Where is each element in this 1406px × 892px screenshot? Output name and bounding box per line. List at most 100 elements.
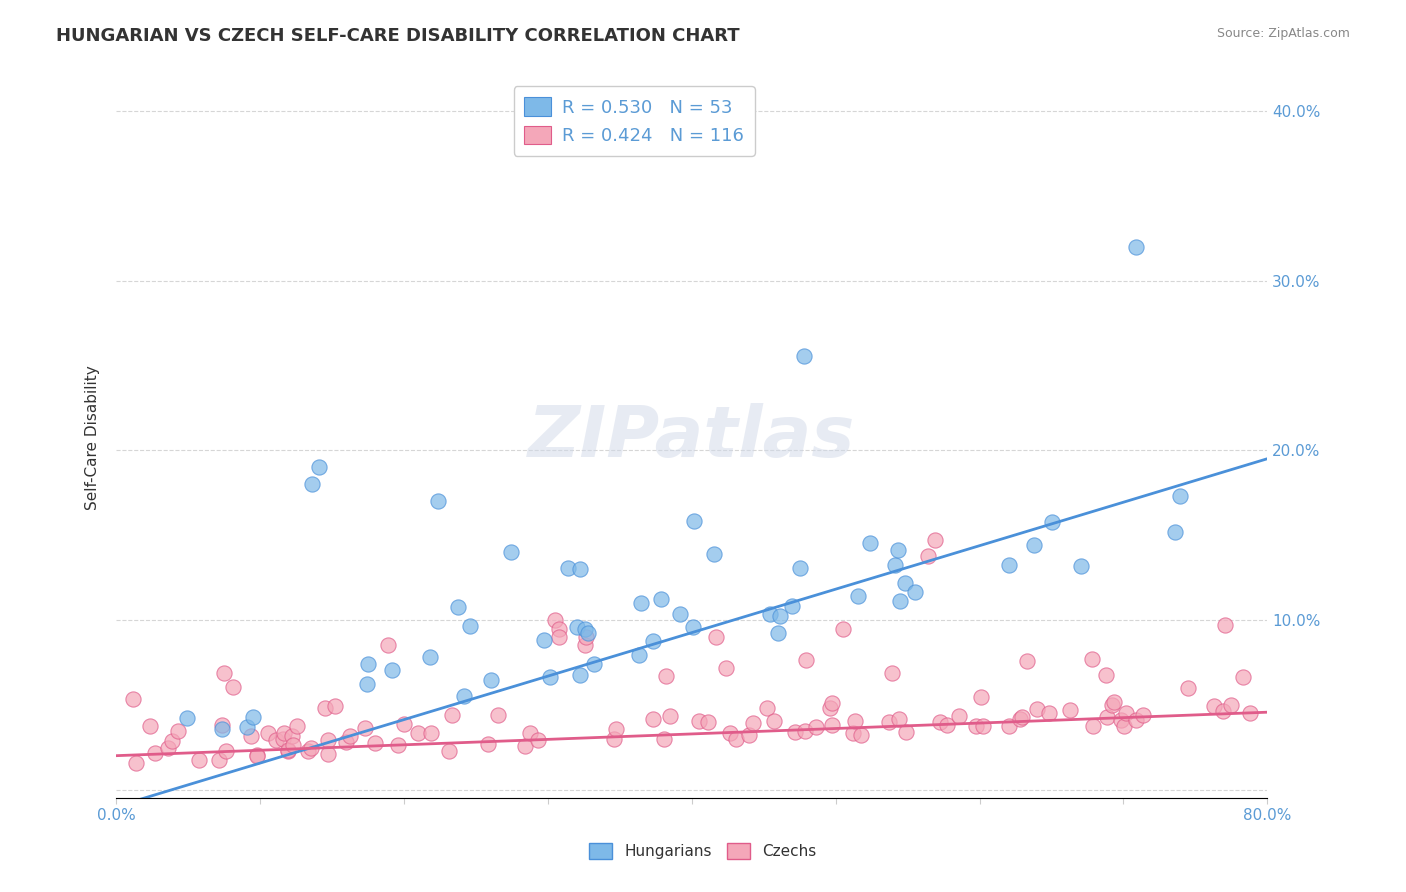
Point bbox=[929, 715, 952, 730]
Point bbox=[1059, 703, 1081, 717]
Point bbox=[972, 719, 994, 733]
Point bbox=[894, 575, 917, 590]
Point bbox=[297, 744, 319, 758]
Point bbox=[264, 733, 287, 747]
Point bbox=[883, 558, 905, 572]
Point bbox=[280, 730, 302, 744]
Point bbox=[1109, 713, 1132, 727]
Point bbox=[794, 724, 817, 739]
Point bbox=[257, 726, 280, 740]
Point bbox=[477, 737, 499, 751]
Point bbox=[356, 677, 378, 691]
Point bbox=[924, 533, 946, 547]
Point bbox=[605, 723, 627, 737]
Point bbox=[335, 734, 357, 748]
Point bbox=[211, 718, 233, 732]
Point bbox=[357, 657, 380, 671]
Point bbox=[641, 712, 664, 726]
Point bbox=[208, 753, 231, 767]
Point bbox=[440, 708, 463, 723]
Point bbox=[339, 730, 361, 744]
Point bbox=[783, 725, 806, 739]
Point bbox=[725, 732, 748, 747]
Point bbox=[1070, 559, 1092, 574]
Point bbox=[176, 711, 198, 725]
Point bbox=[1102, 695, 1125, 709]
Point bbox=[768, 625, 790, 640]
Point bbox=[759, 607, 782, 621]
Point bbox=[1015, 654, 1038, 668]
Point bbox=[538, 670, 561, 684]
Point bbox=[420, 726, 443, 740]
Point bbox=[627, 648, 650, 663]
Point bbox=[1232, 670, 1254, 684]
Point bbox=[519, 726, 541, 740]
Point bbox=[323, 698, 346, 713]
Point bbox=[794, 652, 817, 666]
Point bbox=[769, 608, 792, 623]
Point bbox=[569, 668, 592, 682]
Point bbox=[515, 739, 537, 753]
Point bbox=[887, 543, 910, 558]
Point bbox=[1011, 710, 1033, 724]
Point bbox=[314, 701, 336, 715]
Point bbox=[756, 701, 779, 715]
Point bbox=[1022, 538, 1045, 552]
Point bbox=[1164, 525, 1187, 540]
Point bbox=[301, 477, 323, 491]
Point bbox=[353, 721, 375, 735]
Point bbox=[1025, 702, 1047, 716]
Point bbox=[1081, 719, 1104, 733]
Point bbox=[299, 741, 322, 756]
Point bbox=[741, 715, 763, 730]
Point bbox=[143, 746, 166, 760]
Point bbox=[1204, 699, 1226, 714]
Point bbox=[970, 690, 993, 705]
Point bbox=[246, 748, 269, 763]
Point bbox=[948, 708, 970, 723]
Point bbox=[1038, 706, 1060, 721]
Point bbox=[242, 710, 264, 724]
Point bbox=[568, 562, 591, 576]
Point bbox=[1219, 698, 1241, 712]
Point bbox=[965, 719, 987, 733]
Point bbox=[1125, 240, 1147, 254]
Point bbox=[160, 733, 183, 747]
Point bbox=[669, 607, 692, 621]
Point bbox=[547, 622, 569, 636]
Point bbox=[696, 715, 718, 730]
Point bbox=[281, 738, 304, 752]
Point bbox=[997, 719, 1019, 733]
Point bbox=[877, 714, 900, 729]
Point bbox=[846, 589, 869, 603]
Point bbox=[1095, 667, 1118, 681]
Point bbox=[271, 732, 294, 747]
Point bbox=[575, 630, 598, 644]
Point bbox=[547, 630, 569, 644]
Point bbox=[851, 727, 873, 741]
Point bbox=[1168, 489, 1191, 503]
Point bbox=[427, 494, 450, 508]
Point bbox=[533, 633, 555, 648]
Point bbox=[1095, 710, 1118, 724]
Text: ZIPatlas: ZIPatlas bbox=[529, 403, 855, 472]
Point bbox=[574, 622, 596, 636]
Point bbox=[1177, 681, 1199, 696]
Point bbox=[501, 545, 523, 559]
Point bbox=[408, 725, 430, 739]
Point bbox=[844, 714, 866, 728]
Point bbox=[896, 725, 918, 739]
Point bbox=[738, 728, 761, 742]
Point bbox=[419, 650, 441, 665]
Point bbox=[704, 630, 727, 644]
Point bbox=[804, 720, 827, 734]
Point bbox=[316, 747, 339, 761]
Point bbox=[526, 732, 548, 747]
Point bbox=[381, 664, 404, 678]
Point bbox=[364, 735, 387, 749]
Point bbox=[273, 725, 295, 739]
Point bbox=[917, 549, 939, 564]
Y-axis label: Self-Care Disability: Self-Care Disability bbox=[86, 366, 100, 510]
Point bbox=[782, 599, 804, 613]
Point bbox=[903, 585, 925, 599]
